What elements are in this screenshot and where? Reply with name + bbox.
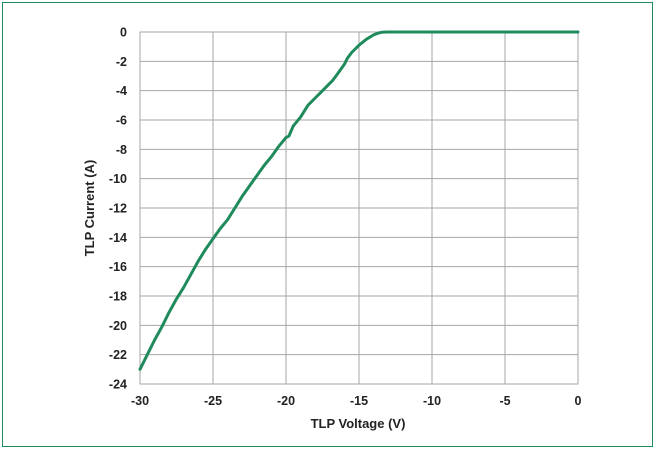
- x-tick-label: -25: [204, 394, 222, 408]
- y-tick-label: -8: [116, 143, 127, 157]
- x-tick-labels: -30 -25 -20 -15 -10 -5 0: [131, 394, 582, 408]
- y-tick-label: -4: [116, 84, 127, 98]
- series-group: [138, 30, 580, 371]
- x-tick-label: -10: [423, 394, 441, 408]
- x-tick-label: 0: [575, 394, 582, 408]
- y-axis-title: TLP Current (A): [82, 160, 97, 257]
- y-tick-label: -14: [109, 231, 127, 245]
- plot-area: [139, 31, 579, 385]
- y-tick-label: -12: [109, 202, 127, 216]
- y-tick-label: -16: [109, 260, 127, 274]
- x-tick-label: -5: [499, 394, 510, 408]
- chart-frame: [2, 2, 653, 447]
- y-tick-labels: 0 -2 -4 -6 -8 -10 -12 -14 -16 -18 -20 -22 -24: [109, 26, 127, 392]
- x-tick-label: -30: [131, 394, 149, 408]
- x-tick-label: -20: [277, 394, 295, 408]
- x-tick-label: -15: [350, 394, 368, 408]
- tlp-iv-curve-line: [138, 30, 580, 371]
- y-tick-label: 0: [120, 26, 127, 40]
- y-tick-label: -10: [109, 172, 127, 186]
- grid: [139, 31, 579, 385]
- y-tick-label: -6: [116, 114, 127, 128]
- y-tick-label: -2: [116, 55, 127, 69]
- x-axis-title: TLP Voltage (V): [311, 416, 406, 431]
- y-tick-label: -24: [109, 378, 127, 392]
- y-tick-label: -20: [109, 319, 127, 333]
- y-tick-label: -22: [109, 348, 127, 362]
- y-tick-label: -18: [109, 290, 127, 304]
